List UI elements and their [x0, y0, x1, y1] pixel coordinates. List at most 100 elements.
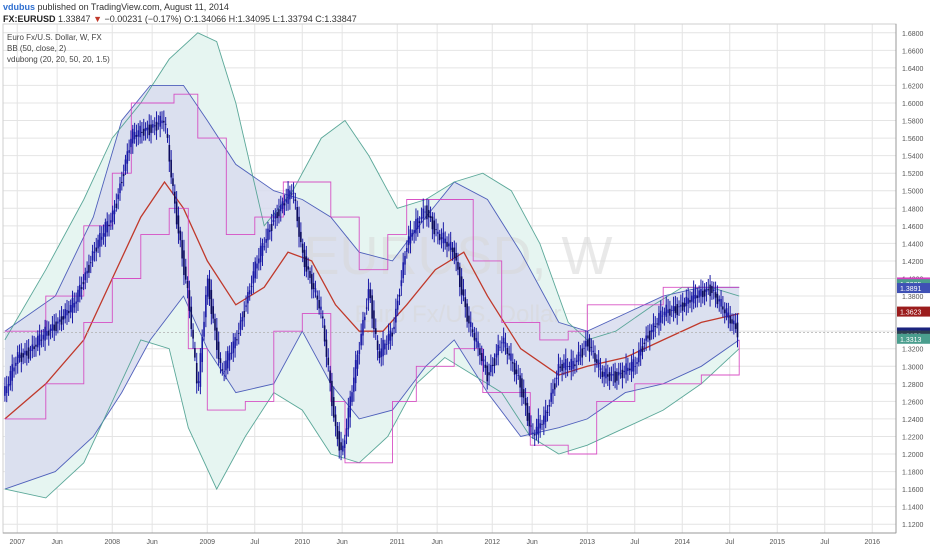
candle-body — [692, 289, 695, 304]
candle-body — [572, 360, 574, 369]
candle-body — [93, 252, 96, 253]
candle-body — [373, 310, 375, 330]
candle-body — [80, 287, 83, 290]
candle-body — [438, 233, 441, 241]
candle-body — [605, 368, 607, 379]
candle-body — [588, 337, 591, 352]
symbol-name[interactable]: FX:EURUSD — [3, 14, 56, 24]
candle-body — [674, 306, 677, 314]
candle-body — [365, 307, 368, 309]
x-tick-label: 2009 — [199, 539, 215, 546]
candle-body — [376, 340, 379, 350]
candle-body — [659, 310, 662, 323]
candle-body — [491, 364, 494, 367]
candle-body — [634, 366, 636, 367]
candle-body — [323, 325, 326, 342]
candle-body — [212, 306, 214, 319]
candle-body — [672, 306, 675, 312]
candle-body — [473, 332, 476, 341]
candle-body — [537, 418, 540, 435]
legend-instrument[interactable]: Euro Fx/U.S. Dollar, W, FX — [7, 33, 102, 42]
candle-body — [126, 151, 129, 164]
candle-body — [7, 383, 10, 387]
candle-body — [152, 124, 154, 128]
author-name[interactable]: vdubus — [3, 2, 36, 12]
candle-body — [477, 341, 479, 348]
candle-body — [427, 209, 430, 218]
candle-body — [628, 368, 631, 371]
candle-body — [177, 215, 180, 234]
candle-body — [641, 346, 644, 353]
candle-body — [669, 308, 671, 316]
candle-body — [236, 339, 238, 341]
candle-body — [79, 284, 81, 297]
candle-body — [416, 217, 419, 229]
candle-body — [329, 370, 331, 384]
candle-body — [524, 397, 527, 406]
candle-body — [124, 159, 127, 171]
candle-body — [650, 330, 653, 333]
candle-body — [131, 128, 134, 144]
candle-body — [718, 299, 721, 302]
y-tick-label: 1.3200 — [902, 347, 924, 354]
candle-body — [457, 261, 459, 270]
bb-band-fill — [4, 85, 740, 490]
candle-body — [522, 389, 525, 398]
candle-body — [451, 247, 454, 252]
candle-body — [409, 229, 412, 244]
candle-body — [340, 442, 342, 451]
candle-body — [490, 364, 492, 373]
candle-body — [99, 233, 101, 247]
candle-body — [502, 337, 505, 344]
candle-body — [292, 192, 295, 194]
y-tick-label: 1.4800 — [902, 206, 924, 213]
candle-body — [133, 131, 136, 140]
y-tick-label: 1.2800 — [902, 382, 924, 389]
candle-body — [73, 302, 76, 308]
candle-body — [184, 266, 187, 280]
candle-body — [733, 320, 735, 325]
legend-bb[interactable]: BB (50, close, 2) — [7, 44, 67, 53]
candle-body — [225, 360, 227, 371]
candle-body — [128, 150, 130, 153]
candle-body — [274, 213, 277, 219]
candle-body — [237, 333, 240, 334]
candle-body — [627, 367, 629, 372]
candle-body — [731, 319, 733, 324]
candle-body — [318, 300, 320, 309]
y-tick-label: 1.6600 — [902, 48, 924, 55]
candle-body — [548, 405, 551, 407]
candle-body — [391, 332, 394, 337]
candle-body — [362, 319, 364, 336]
x-tick-label: Jun — [432, 539, 443, 546]
candle-body — [656, 323, 658, 325]
candle-body — [448, 243, 450, 247]
candle-body — [444, 238, 446, 244]
candle-body — [570, 358, 573, 370]
candle-body — [610, 374, 613, 376]
candle-body — [506, 347, 509, 354]
candle-body — [245, 305, 247, 307]
candle-body — [122, 174, 125, 177]
legend-vdubong[interactable]: vdubong (20, 20, 50, 20, 1.5) — [7, 55, 110, 64]
candle-body — [309, 270, 311, 278]
candle-body — [696, 295, 699, 298]
candle-body — [358, 350, 361, 355]
candle-body — [468, 315, 470, 324]
candle-body — [453, 247, 456, 259]
candle-body — [517, 375, 520, 377]
candle-body — [192, 329, 194, 339]
candle-body — [574, 364, 576, 367]
x-tick-label: Jun — [337, 539, 348, 546]
candle-body — [321, 316, 324, 319]
candle-body — [550, 392, 552, 402]
candle-body — [484, 364, 487, 368]
candle-body — [700, 289, 702, 297]
candle-body — [459, 266, 461, 288]
candle-body — [561, 363, 563, 371]
candle-body — [16, 352, 19, 365]
candle-body — [707, 289, 710, 291]
price-candles — [4, 110, 739, 461]
